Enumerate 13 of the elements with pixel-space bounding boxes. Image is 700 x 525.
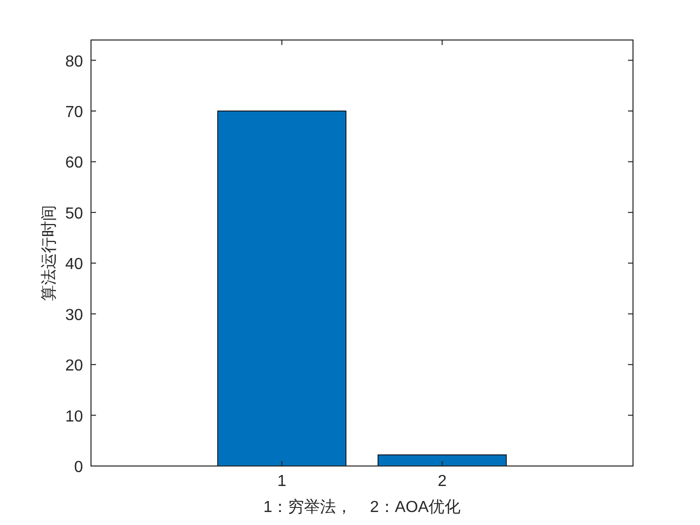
y-axis-title: 算法运行时间 [40, 205, 58, 301]
y-tick-label: 20 [65, 358, 84, 375]
y-tick-label: 10 [65, 408, 84, 426]
y-tick-label: 40 [65, 256, 84, 274]
y-tick-label: 60 [65, 154, 84, 172]
y-tick-label: 70 [65, 104, 84, 121]
y-tick-label: 30 [65, 306, 84, 324]
y-tick-label: 80 [65, 53, 84, 70]
y-tick-label: 0 [74, 459, 84, 476]
x-tick-label: 1 [277, 473, 286, 490]
x-axis-title: 1：穷举法， 2：AOA优化 [263, 498, 461, 516]
x-tick-label: 2 [438, 473, 447, 490]
y-tick-label: 50 [65, 205, 84, 222]
